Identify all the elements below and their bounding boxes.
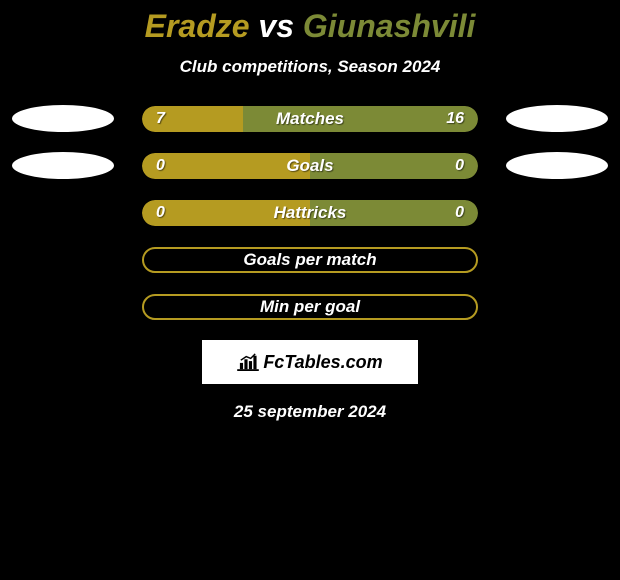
subtitle: Club competitions, Season 2024 — [0, 57, 620, 77]
player-ellipse-left — [12, 152, 114, 179]
stat-bar: 00Goals — [142, 153, 478, 179]
stat-row: Goals per match — [0, 246, 620, 273]
stat-row: 00Hattricks — [0, 199, 620, 226]
stat-row: Min per goal — [0, 293, 620, 320]
stat-bars: 716Matches 00Goals 00Hattricks Goals per ma… — [0, 105, 620, 320]
spacer — [12, 199, 114, 226]
spacer — [12, 246, 114, 273]
comparison-infographic: Eradze vs Giunashvili Club competitions,… — [0, 0, 620, 422]
date-line: 25 september 2024 — [0, 402, 620, 422]
spacer — [506, 293, 608, 320]
stat-bar: 00Hattricks — [142, 200, 478, 226]
stat-row: 716Matches — [0, 105, 620, 132]
stat-row: 00Goals — [0, 152, 620, 179]
logo-text: FcTables.com — [263, 352, 382, 373]
title-left-name: Eradze — [145, 8, 250, 44]
title-vs: vs — [250, 8, 303, 44]
stat-bar: 716Matches — [142, 106, 478, 132]
bar-chart-icon — [237, 353, 259, 371]
spacer — [506, 199, 608, 226]
title-right-name: Giunashvili — [303, 8, 475, 44]
logo-box: FcTables.com — [202, 340, 418, 384]
player-ellipse-right — [506, 105, 608, 132]
stat-label: Hattricks — [142, 200, 478, 226]
stat-bar-empty: Min per goal — [142, 294, 478, 320]
page-title: Eradze vs Giunashvili — [0, 8, 620, 45]
player-ellipse-right — [506, 152, 608, 179]
spacer — [12, 293, 114, 320]
stat-bar-empty: Goals per match — [142, 247, 478, 273]
player-ellipse-left — [12, 105, 114, 132]
stat-label: Min per goal — [260, 297, 360, 317]
spacer — [506, 246, 608, 273]
stat-label: Goals per match — [243, 250, 376, 270]
logo: FcTables.com — [237, 352, 382, 373]
stat-label: Goals — [142, 153, 478, 179]
stat-label: Matches — [142, 106, 478, 132]
